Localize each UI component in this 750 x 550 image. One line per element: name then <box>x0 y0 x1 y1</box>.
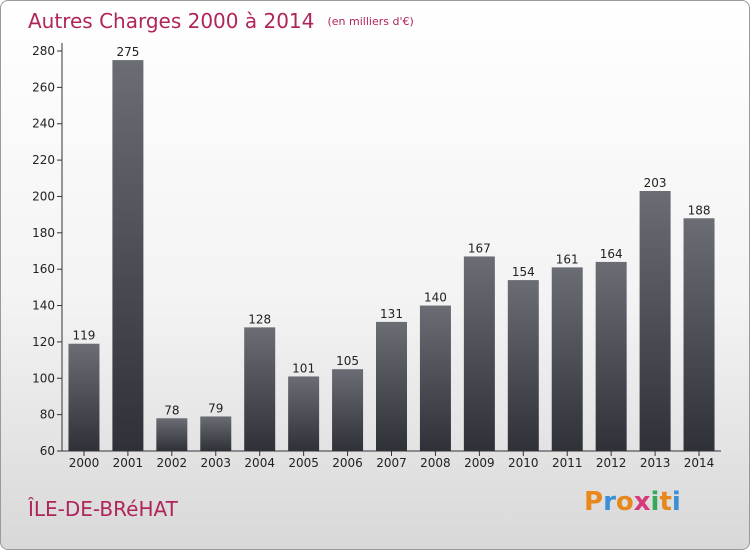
y-tick-label: 180 <box>32 226 55 240</box>
y-tick-label: 280 <box>32 44 55 58</box>
logo-letter: x <box>633 487 651 517</box>
y-tick-label: 260 <box>32 80 55 94</box>
data-label: 275 <box>116 45 139 59</box>
x-tick-label: 2001 <box>113 456 144 470</box>
bar <box>112 60 144 451</box>
logo-letter: P <box>584 487 604 517</box>
bar <box>595 261 627 451</box>
x-tick-label: 2003 <box>200 456 231 470</box>
y-tick-label: 140 <box>32 299 55 313</box>
bar <box>507 280 539 451</box>
bar <box>376 321 407 451</box>
bar <box>683 218 715 451</box>
bar <box>200 416 232 451</box>
logo-letter: i <box>650 487 660 517</box>
data-label: 105 <box>336 354 359 368</box>
y-tick-label: 120 <box>32 335 55 349</box>
y-tick-label: 200 <box>32 189 55 203</box>
bars: 119 275 78 79 128 101 105 131 140 167 154 161 164 203… <box>68 45 715 451</box>
x-tick-label: 2007 <box>376 456 407 470</box>
data-label: 119 <box>73 329 96 343</box>
data-label: 101 <box>292 361 315 375</box>
data-label: 164 <box>600 247 623 261</box>
data-label: 79 <box>208 401 223 415</box>
y-tick-label: 80 <box>40 408 55 422</box>
logo-letter: t <box>659 487 672 517</box>
x-tick-label: 2009 <box>464 456 495 470</box>
y-tick-label: 160 <box>32 262 55 276</box>
logo-letter: o <box>615 487 634 517</box>
x-tick-label: 2002 <box>157 456 188 470</box>
y-tick-label: 100 <box>32 371 55 385</box>
x-tick-label: 2012 <box>596 456 627 470</box>
data-label: 167 <box>468 241 491 255</box>
data-label: 161 <box>556 252 579 266</box>
bar <box>463 256 495 451</box>
x-tick-label: 2013 <box>640 456 671 470</box>
bar <box>288 376 320 451</box>
x-tick-label: 2006 <box>332 456 363 470</box>
data-label: 78 <box>164 403 179 417</box>
bar <box>419 305 451 451</box>
bar <box>551 267 583 451</box>
y-tick-label: 60 <box>40 444 55 458</box>
bar <box>68 343 100 451</box>
data-label: 128 <box>248 312 271 326</box>
proxiti-logo[interactable]: Proxiti <box>584 487 681 517</box>
data-label: 140 <box>424 291 447 305</box>
logo-letter: i <box>671 487 681 517</box>
data-label: 188 <box>688 203 711 217</box>
bar <box>332 369 364 451</box>
data-label: 154 <box>512 265 535 279</box>
bar <box>244 327 276 451</box>
y-axis: 60 80 100 120 140 160 180 200 220 240 260 280 <box>32 43 63 458</box>
x-tick-label: 2011 <box>552 456 583 470</box>
bar <box>156 418 188 451</box>
x-axis: 2000 2001 2002 2003 2004 2005 2006 2007 2008 2009… <box>62 450 721 470</box>
data-label: 131 <box>380 307 403 321</box>
y-tick-label: 220 <box>32 153 55 167</box>
chart-subtitle: (en milliers d'€) <box>327 15 414 28</box>
bar <box>639 191 671 451</box>
x-tick-label: 2014 <box>684 456 715 470</box>
logo-letter: r <box>603 487 616 517</box>
city-name: ÎLE-DE-BRéHAT <box>28 497 178 521</box>
chart-title: Autres Charges 2000 à 2014 <box>28 9 315 33</box>
x-tick-label: 2008 <box>420 456 451 470</box>
x-tick-label: 2004 <box>244 456 275 470</box>
x-tick-label: 2010 <box>508 456 539 470</box>
title-row: Autres Charges 2000 à 2014 (en milliers … <box>28 9 414 33</box>
x-tick-label: 2005 <box>288 456 319 470</box>
data-label: 203 <box>644 176 667 190</box>
y-tick-label: 240 <box>32 117 55 131</box>
x-tick-label: 2000 <box>69 456 100 470</box>
